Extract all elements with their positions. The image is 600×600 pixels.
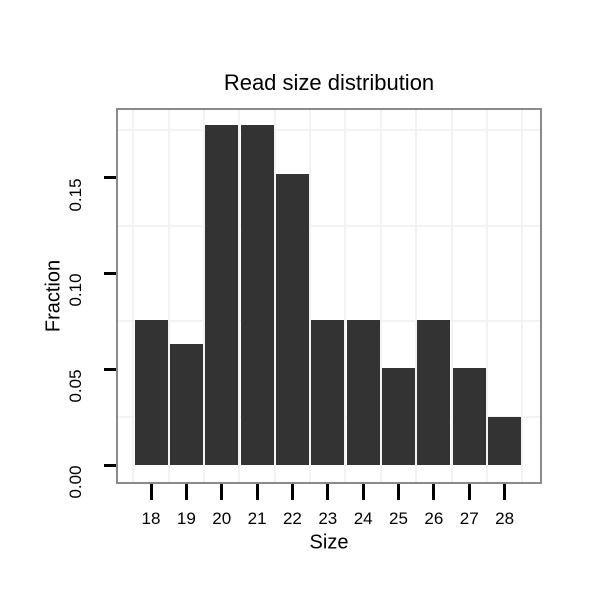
vertical-gridline (379, 110, 382, 482)
y-axis-tick (104, 367, 116, 371)
x-axis-tick (220, 484, 224, 500)
vertical-gridline (309, 110, 312, 482)
x-axis-tick (503, 484, 507, 500)
vertical-gridline (450, 110, 453, 482)
x-axis-tick (149, 484, 153, 500)
vertical-gridline (132, 110, 135, 482)
bar-size-27 (452, 368, 486, 465)
x-axis-tick-label: 26 (424, 509, 444, 528)
bar-size-28 (488, 416, 522, 465)
bar-size-25 (382, 368, 416, 465)
bar-size-26 (417, 319, 451, 465)
vertical-gridline (344, 110, 347, 482)
vertical-gridline (521, 110, 524, 482)
bar-size-21 (240, 125, 274, 465)
x-axis-tick-label: 23 (318, 509, 338, 528)
vertical-gridline (167, 110, 170, 482)
x-axis-tick-label: 22 (282, 509, 302, 528)
y-axis-tick-label: 0.10 (66, 273, 85, 307)
vertical-gridline (485, 110, 488, 482)
x-axis-tick (432, 484, 436, 500)
x-axis-tick (467, 484, 471, 500)
bar-size-23 (311, 319, 345, 465)
x-axis-tick (184, 484, 188, 500)
vertical-gridline (273, 110, 276, 482)
x-axis-tick (397, 484, 401, 500)
bar-size-20 (205, 125, 239, 465)
x-axis-tick-label: 20 (212, 509, 232, 528)
y-axis-tick-label: 0.15 (66, 178, 85, 212)
x-axis-tick-label: 27 (459, 509, 479, 528)
x-axis-tick-label: 24 (353, 509, 373, 528)
y-axis-tick (104, 176, 116, 180)
y-axis-tick (104, 463, 116, 467)
x-axis-tick-label: 21 (247, 509, 267, 528)
vertical-gridline (415, 110, 418, 482)
x-axis-tick (361, 484, 365, 500)
bar-size-22 (275, 173, 309, 465)
bar-size-18 (134, 319, 168, 465)
horizontal-gridline (118, 224, 540, 227)
x-axis-tick-label: 18 (141, 509, 161, 528)
y-axis-tick-label: 0.00 (66, 465, 85, 499)
plot-panel (116, 108, 542, 484)
x-axis-tick-label: 19 (176, 509, 196, 528)
x-axis-tick-label: 28 (495, 509, 515, 528)
x-axis-title: Size (309, 531, 349, 554)
bar-size-19 (169, 343, 203, 465)
bar-size-24 (346, 319, 380, 465)
y-axis-tick (104, 271, 116, 275)
horizontal-gridline (118, 128, 540, 131)
x-axis-tick (255, 484, 259, 500)
y-axis-tick-label: 0.05 (66, 369, 85, 403)
vertical-gridline (203, 110, 206, 482)
x-axis-tick (290, 484, 294, 500)
chart-title: Read size distribution (223, 70, 435, 95)
y-axis-title: Fraction (42, 259, 65, 333)
x-axis-tick (326, 484, 330, 500)
x-axis-tick-label: 25 (389, 509, 408, 528)
vertical-gridline (238, 110, 241, 482)
